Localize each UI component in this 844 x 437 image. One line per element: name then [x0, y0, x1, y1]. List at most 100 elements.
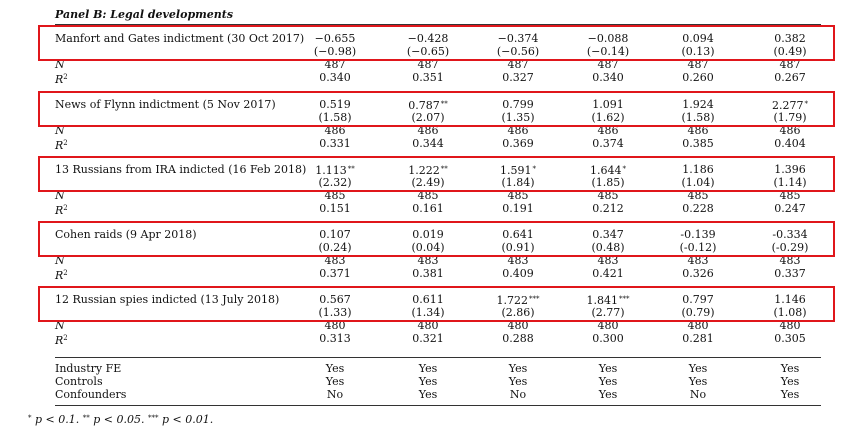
r2-cell: 0.260	[682, 71, 714, 84]
t-stat-cell: (0.24)	[318, 241, 352, 254]
r2-cell: 0.331	[319, 137, 351, 150]
n-cell: 487	[417, 58, 439, 71]
r2-cell: 0.374	[592, 137, 624, 150]
r2-row: R2 0.313 0.321 0.288 0.300 0.281 0.305	[55, 332, 835, 347]
coef-row: 12 Russian spies indicted (13 July 2018)…	[55, 293, 835, 307]
t-stat-cell: (2.07)	[411, 111, 445, 124]
n-cell: 480	[507, 319, 529, 332]
n-row: N 486 486 486 486 486 486	[55, 124, 835, 137]
r2-cell: 0.421	[592, 267, 624, 280]
r2-cell: 0.337	[774, 267, 806, 280]
footnote: * p < 0.1. ** p < 0.05. *** p < 0.01.	[28, 413, 213, 426]
coef-cell: −0.374	[497, 32, 539, 45]
control-cell: Yes	[508, 362, 528, 375]
t-stat-cell: (1.58)	[318, 111, 352, 124]
r2-cell: 0.281	[682, 332, 714, 345]
t-stat-cell: (−0.65)	[406, 45, 450, 58]
control-cell: Yes	[780, 388, 800, 401]
control-cell: Yes	[780, 375, 800, 388]
r2-cell: 0.340	[319, 71, 351, 84]
control-cell: Yes	[598, 375, 618, 388]
n-row: N 483 483 483 483 483 483	[55, 254, 835, 267]
coef-cell: −0.655	[314, 32, 356, 45]
t-stat-cell: (1.62)	[591, 111, 625, 124]
control-cell: Yes	[418, 362, 438, 375]
r2-cell: 0.267	[774, 71, 806, 84]
t-stat-cell: (−0.98)	[313, 45, 357, 58]
n-row: N 480 480 480 480 480 480	[55, 319, 835, 332]
t-stat-cell: (2.49)	[411, 176, 445, 189]
coef-cell: 0.567	[319, 293, 351, 306]
n-label: N	[55, 58, 65, 71]
t-stat-row: (1.33) (1.34) (2.86) (2.77) (0.79) (1.08)	[55, 306, 835, 319]
control-cell: Yes	[325, 375, 345, 388]
t-stat-cell: (2.86)	[501, 306, 535, 319]
t-stat-cell: (-0.29)	[771, 241, 809, 254]
event-label: 13 Russians from IRA indicted (16 Feb 20…	[55, 163, 307, 176]
coef-cell: 1.113**	[315, 164, 355, 177]
event-label: 12 Russian spies indicted (13 July 2018)	[55, 293, 280, 306]
r2-cell: 0.161	[412, 202, 444, 215]
t-stat-cell: (0.79)	[681, 306, 715, 319]
control-cell: No	[689, 388, 707, 401]
coef-cell: 0.787**	[408, 99, 448, 112]
n-cell: 487	[687, 58, 709, 71]
r2-cell: 0.313	[319, 332, 351, 345]
control-cell: Yes	[780, 362, 800, 375]
t-stat-row: (2.32) (2.49) (1.84) (1.85) (1.04) (1.14)	[55, 176, 835, 189]
r2-label: R2	[55, 269, 68, 282]
r2-cell: 0.344	[412, 137, 444, 150]
coef-cell: 1.146	[774, 293, 806, 306]
r2-cell: 0.351	[412, 71, 444, 84]
n-cell: 480	[779, 319, 801, 332]
t-stat-cell: (1.79)	[773, 111, 807, 124]
r2-cell: 0.212	[592, 202, 624, 215]
coef-row: Manfort and Gates indictment (30 Oct 201…	[55, 32, 835, 45]
r2-cell: 0.151	[319, 202, 351, 215]
control-label: Controls	[55, 375, 103, 388]
n-label: N	[55, 124, 65, 137]
n-cell: 485	[324, 189, 346, 202]
n-cell: 487	[324, 58, 346, 71]
t-stat-cell: (1.58)	[681, 111, 715, 124]
coef-cell: −0.088	[587, 32, 629, 45]
event-label: Manfort and Gates indictment (30 Oct 201…	[55, 32, 305, 45]
t-stat-cell: (1.84)	[501, 176, 535, 189]
event-label: Cohen raids (9 Apr 2018)	[55, 228, 197, 241]
control-label: Industry FE	[55, 362, 122, 375]
r2-cell: 0.288	[502, 332, 534, 345]
coef-cell: 0.094	[682, 32, 714, 45]
panel-title: Panel B: Legal developments	[55, 8, 234, 21]
t-stat-cell: (0.49)	[773, 45, 807, 58]
t-stat-cell: (0.48)	[591, 241, 625, 254]
coef-row: News of Flynn indictment (5 Nov 2017) 0.5…	[55, 98, 835, 112]
coef-cell: 1.924	[682, 98, 714, 111]
top-rule	[55, 24, 821, 25]
coef-cell: 2.277*	[772, 99, 808, 112]
t-stat-cell: (0.13)	[681, 45, 715, 58]
control-cell: Yes	[418, 375, 438, 388]
divider	[55, 59, 821, 60]
control-cell: Yes	[688, 375, 708, 388]
n-label: N	[55, 189, 65, 202]
control-cell: Yes	[325, 362, 345, 375]
t-stat-cell: (1.34)	[411, 306, 445, 319]
t-stat-cell: (1.14)	[773, 176, 807, 189]
coef-row: Cohen raids (9 Apr 2018) 0.107 0.019 0.641 0…	[55, 228, 835, 241]
coef-cell: 0.797	[682, 293, 714, 306]
coef-cell: 1.722***	[496, 294, 540, 307]
n-cell: 480	[687, 319, 709, 332]
t-stat-cell: (2.32)	[318, 176, 352, 189]
t-stat-cell: (-0.12)	[679, 241, 717, 254]
divider	[55, 190, 821, 191]
r2-cell: 0.340	[592, 71, 624, 84]
r2-cell: 0.409	[502, 267, 534, 280]
n-cell: 486	[507, 124, 529, 137]
n-cell: 483	[507, 254, 529, 267]
coef-cell: 1.091	[592, 98, 624, 111]
r2-cell: 0.369	[502, 137, 534, 150]
control-cell: Yes	[598, 388, 618, 401]
n-cell: 486	[597, 124, 619, 137]
n-cell: 486	[417, 124, 439, 137]
divider	[55, 255, 821, 256]
